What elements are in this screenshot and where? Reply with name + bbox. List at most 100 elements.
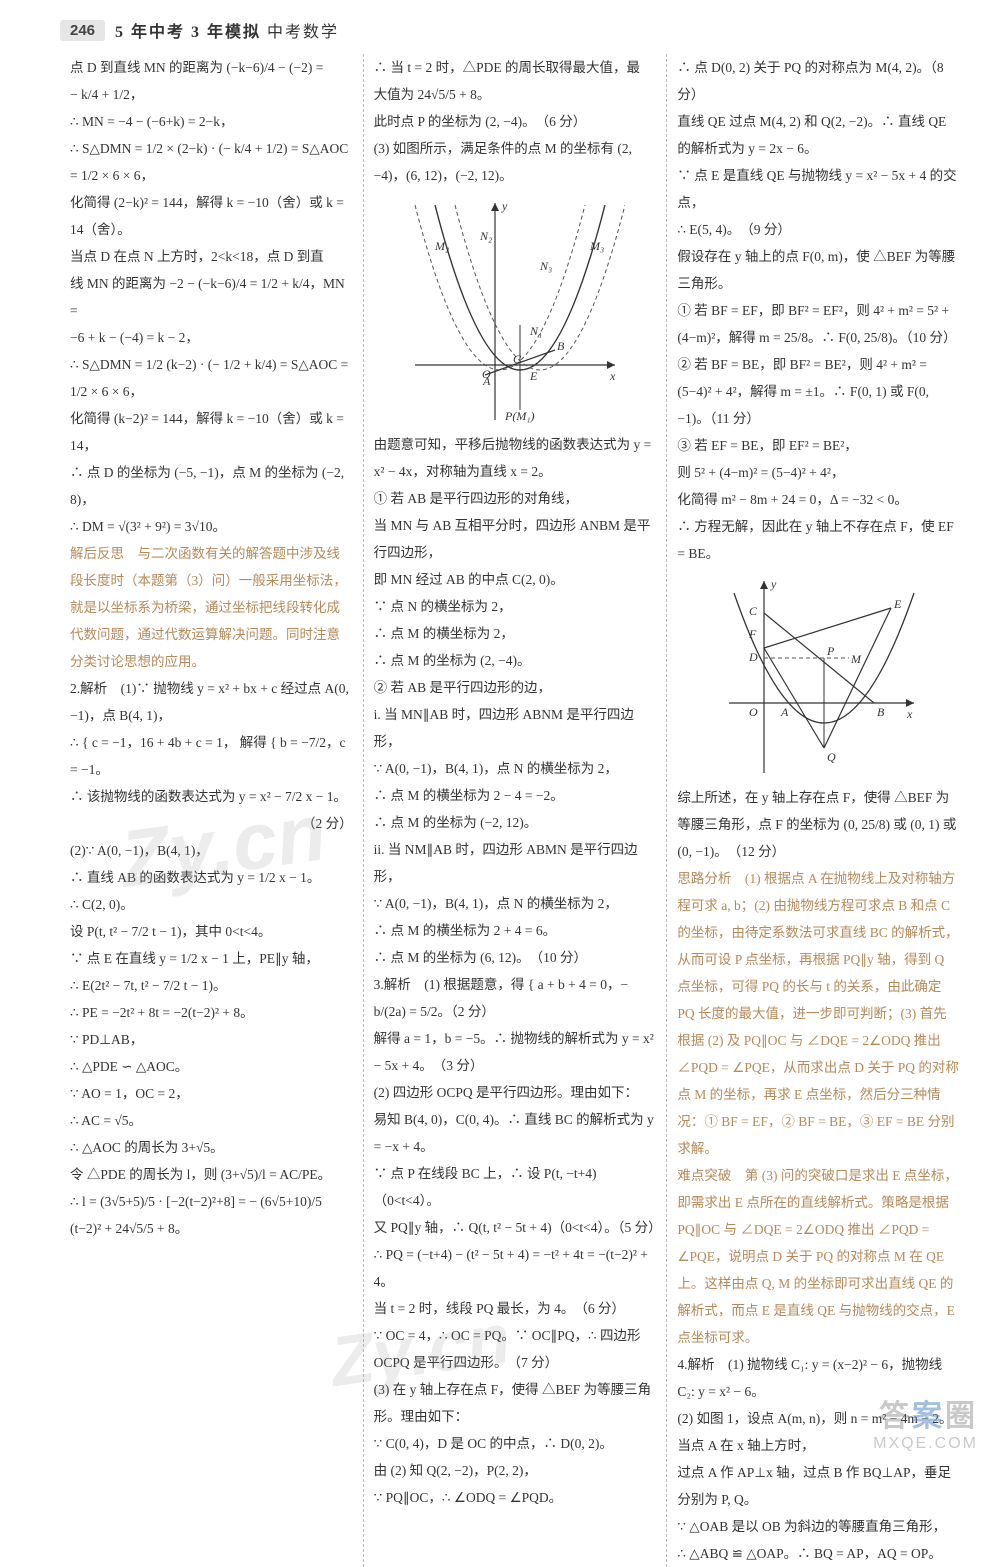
parabola-figure: M₂ N₂ M₃ N₃ N₁ B A C O E P(M₁) x y — [405, 195, 625, 425]
text: ∴ 方程无解，因此在 y 轴上不存在点 F，使 EF = BE。 — [677, 513, 960, 567]
text: 大值为 24√5/5 + 8。 — [374, 81, 657, 108]
text: ∴ △ABQ ≌ △OAP。∴ BQ = AP，AQ = OP。 — [677, 1540, 960, 1567]
text: 点 D 到直线 MN 的距离为 (−k−6)/4 − (−2) = — [70, 54, 353, 81]
text: ① 若 BF = EF，即 BF² = EF²，则 4² + m² = 5² +… — [677, 297, 960, 351]
svg-text:F: F — [748, 627, 757, 641]
text: ∴ S△DMN = 1/2 (k−2) · (− 1/2 + k/4) = S△… — [70, 351, 353, 378]
text: 化简得 (2−k)² = 144，解得 k = −10（舍）或 k = 14（舍… — [70, 189, 353, 243]
svg-text:y: y — [501, 199, 508, 213]
text: 2.解析 (1)∵ 抛物线 y = x² + bx + c 经过点 A(0, −… — [70, 675, 353, 729]
brand-logo: 答案圈 — [873, 1391, 978, 1435]
text: ③ 若 EF = BE，即 EF² = BE²， — [677, 432, 960, 459]
reflection-note: 解后反思 与二次函数有关的解答题中涉及线段长度时（本题第（3）问）一般采用坐标法… — [70, 540, 353, 675]
text: ∴ △PDE ∽ △AOC。 — [70, 1053, 353, 1080]
text: ∴ 点 D(0, 2) 关于 PQ 的对称点为 M(4, 2)。（8 分） — [677, 54, 960, 108]
text: ∴ 点 M 的坐标为 (2, −4)。 — [374, 647, 657, 674]
text: − k/4 + 1/2， — [70, 81, 353, 108]
text: ∵ AO = 1，OC = 2， — [70, 1080, 353, 1107]
logo-part: 答 — [879, 1400, 912, 1433]
svg-text:P(M₁): P(M₁) — [504, 409, 535, 423]
svg-text:P: P — [826, 644, 835, 658]
text: ∵ 点 E 在直线 y = 1/2 x − 1 上，PE∥y 轴， — [70, 945, 353, 972]
text: ∴ AC = √5。 — [70, 1107, 353, 1134]
text: 3.解析 (1) 根据题意，得 { a + b + 4 = 0，− b/(2a)… — [374, 971, 657, 1025]
svg-text:M: M — [850, 652, 862, 666]
text: ∴ △AOC 的周长为 3+√5。 — [70, 1134, 353, 1161]
text: 线 MN 的距离为 −2 − (−k−6)/4 = 1/2 + k/4，MN = — [70, 270, 353, 324]
text: ∵ 点 P 在线段 BC 上，∴ 设 P(t, −t+4)（0<t<4）。 — [374, 1160, 657, 1214]
columns: 点 D 到直线 MN 的距离为 (−k−6)/4 − (−2) = − k/4 … — [0, 54, 1000, 1567]
text: ∴ 点 M 的坐标为 (6, 12)。 （10 分） — [374, 944, 657, 971]
svg-text:A: A — [780, 705, 789, 719]
triangle-figure: C F D O A P M B E Q x y — [719, 573, 919, 778]
logo-part: 圈 — [945, 1400, 978, 1433]
text: ∴ 点 M 的坐标为 (−2, 12)。 — [374, 809, 657, 836]
page-header: 246 5 年中考 3 年模拟 中考数学 — [0, 0, 1000, 54]
text: (3) 如图所示，满足条件的点 M 的坐标有 (2, −4)，(6, 12)，(… — [374, 135, 657, 189]
brand-url: MXQE.COM — [873, 1435, 978, 1453]
svg-text:B: B — [557, 339, 565, 353]
text: ∴ 直线 AB 的函数表达式为 y = 1/2 x − 1。 — [70, 864, 353, 891]
text: 设 P(t, t² − 7/2 t − 1)，其中 0<t<4。 — [70, 918, 353, 945]
svg-text:O: O — [749, 705, 758, 719]
svg-text:N₁: N₁ — [529, 324, 542, 338]
logo-part: 案 — [912, 1400, 945, 1433]
text: ∴ 该抛物线的函数表达式为 y = x² − 7/2 x − 1。 — [70, 783, 353, 810]
text: ∴ 点 M 的横坐标为 2 + 4 = 6。 — [374, 917, 657, 944]
text: ∴ { c = −1，16 + 4b + c = 1， 解得 { b = −7/… — [70, 729, 353, 783]
text: ∴ C(2, 0)。 — [70, 891, 353, 918]
text: ∵ PQ∥OC，∴ ∠ODQ = ∠PQD。 — [374, 1484, 657, 1511]
svg-text:M₃: M₃ — [589, 239, 604, 253]
text: ∴ 点 M 的横坐标为 2 − 4 = −2。 — [374, 782, 657, 809]
text: = 1/2 × 6 × 6， — [70, 162, 353, 189]
text: 直线 QE 过点 M(4, 2) 和 Q(2, −2)。∴ 直线 QE 的解析式… — [677, 108, 960, 162]
text: ∵ 点 E 是直线 QE 与抛物线 y = x² − 5x + 4 的交点， — [677, 162, 960, 216]
svg-text:N₃: N₃ — [539, 259, 552, 273]
text: 易知 B(4, 0)，C(0, 4)。∴ 直线 BC 的解析式为 y = −x … — [374, 1106, 657, 1160]
text: ∵ 点 N 的横坐标为 2， — [374, 593, 657, 620]
text: ∴ PE = −2t² + 8t = −2(t−2)² + 8。 — [70, 999, 353, 1026]
analysis-note: 思路分析 (1) 根据点 A 在抛物线上及对称轴方程可求 a, b；(2) 由抛… — [677, 865, 960, 1162]
text: ∴ DM = √(3² + 9²) = 3√10。 — [70, 513, 353, 540]
text: ∵ OC = 4，∴ OC = PQ。∵ OC∥PQ，∴ 四边形 OCPQ 是平… — [374, 1322, 657, 1376]
title-sub: 中考数学 — [267, 24, 339, 41]
text: 由题意可知，平移后抛物线的函数表达式为 y = x² − 4x，对称轴为直线 x… — [374, 431, 657, 485]
svg-text:O: O — [482, 367, 491, 381]
svg-text:N₂: N₂ — [479, 229, 492, 243]
text: ∴ E(5, 4)。 （9 分） — [677, 216, 960, 243]
column-right: ∴ 点 D(0, 2) 关于 PQ 的对称点为 M(4, 2)。（8 分） 直线… — [666, 54, 970, 1567]
text: ∴ PQ = (−t+4) − (t² − 5t + 4) = −t² + 4t… — [374, 1241, 657, 1295]
text: 过点 A 作 AP⊥x 轴，过点 B 作 BQ⊥AP，垂足分别为 P, Q。 — [677, 1459, 960, 1513]
svg-text:y: y — [770, 577, 777, 591]
text: ∴ S△DMN = 1/2 × (2−k) · (− k/4 + 1/2) = … — [70, 135, 353, 162]
column-left: 点 D 到直线 MN 的距离为 (−k−6)/4 − (−2) = − k/4 … — [60, 54, 363, 1567]
text: ∵ C(0, 4)，D 是 OC 的中点，∴ D(0, 2)。 — [374, 1430, 657, 1457]
text: 假设存在 y 轴上的点 F(0, m)，使 △BEF 为等腰三角形。 — [677, 243, 960, 297]
text: ∴ MN = −4 − (−6+k) = 2−k， — [70, 108, 353, 135]
text: 则 5² + (4−m)² = (5−4)² + 4²， — [677, 459, 960, 486]
svg-text:E: E — [893, 597, 902, 611]
breakthrough-note: 难点突破 第 (3) 问的突破口是求出 E 点坐标，即需求出 E 点所在的直线解… — [677, 1162, 960, 1351]
svg-text:C: C — [513, 352, 522, 366]
text: 即 MN 经过 AB 的中点 C(2, 0)。 — [374, 566, 657, 593]
column-middle: ∴ 当 t = 2 时，△PDE 的周长取得最大值，最 大值为 24√5/5 +… — [363, 54, 667, 1567]
text: 综上所述，在 y 轴上存在点 F，使得 △BEF 为等腰三角形，点 F 的坐标为… — [677, 784, 960, 865]
text: ② 若 AB 是平行四边形的边， — [374, 674, 657, 701]
text: ② 若 BF = BE，即 BF² = BE²，则 4² + m² = (5−4… — [677, 351, 960, 432]
svg-text:C: C — [749, 604, 758, 618]
text: 令 △PDE 的周长为 l，则 (3+√5)/l = AC/PE。 — [70, 1161, 353, 1188]
text: ∴ 点 D 的坐标为 (−5, −1)，点 M 的坐标为 (−2, 8)， — [70, 459, 353, 513]
text: 当点 D 在点 N 上方时，2<k<18，点 D 到直 — [70, 243, 353, 270]
text: 此时点 P 的坐标为 (2, −4)。 （6 分） — [374, 108, 657, 135]
text: 化简得 m² − 8m + 24 = 0，Δ = −32 < 0。 — [677, 486, 960, 513]
text: 1/2 × 6 × 6， — [70, 378, 353, 405]
text: (2)∵ A(0, −1)，B(4, 1)， — [70, 837, 353, 864]
svg-text:B: B — [877, 705, 885, 719]
svg-text:M₂: M₂ — [434, 239, 449, 253]
text: 又 PQ∥y 轴，∴ Q(t, t² − 5t + 4)（0<t<4）。（5 分… — [374, 1214, 657, 1241]
text: ii. 当 NM∥AB 时，四边形 ABMN 是平行四边形， — [374, 836, 657, 890]
text: 当 t = 2 时，线段 PQ 最长，为 4。 （6 分） — [374, 1295, 657, 1322]
text: ∴ 点 M 的横坐标为 2， — [374, 620, 657, 647]
page-number: 246 — [60, 20, 105, 41]
title-strong: 5 年中考 3 年模拟 — [115, 24, 261, 41]
